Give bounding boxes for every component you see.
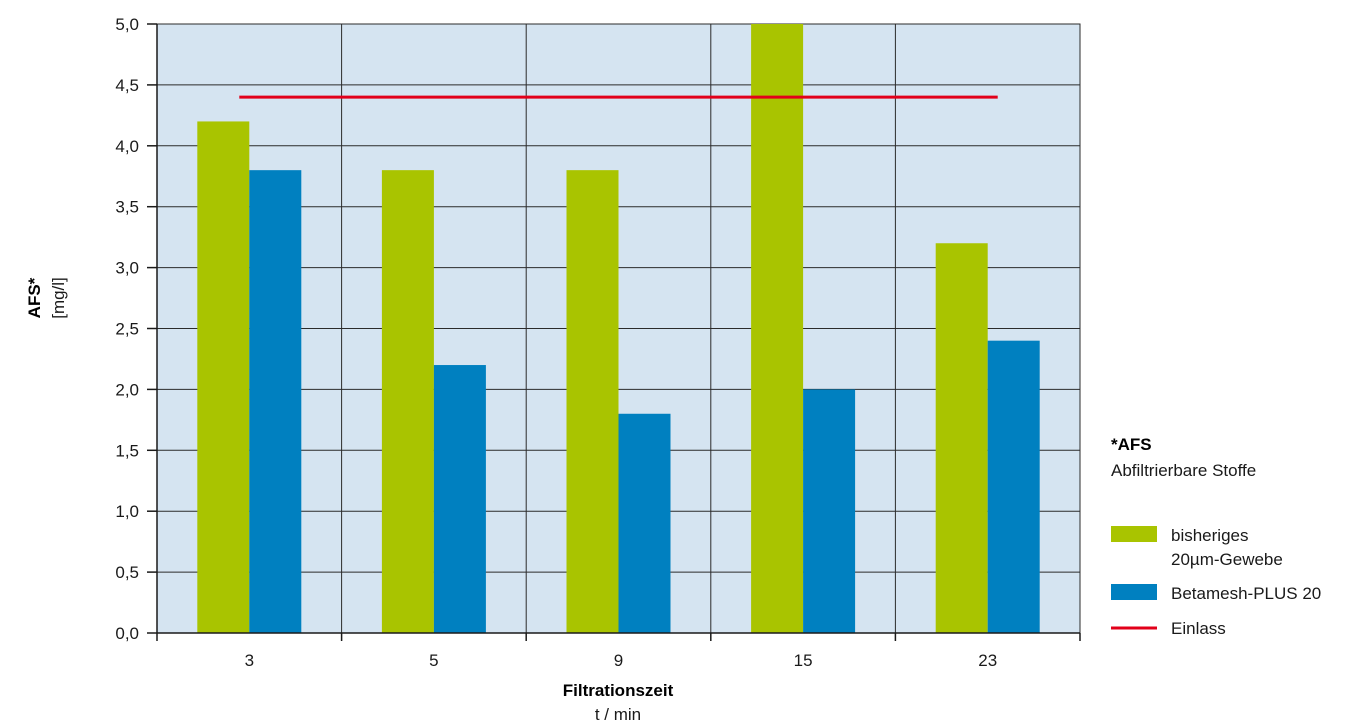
legend-label-einlass: Einlass — [1171, 619, 1226, 638]
legend-label-betamesh: Betamesh-PLUS 20 — [1171, 584, 1321, 603]
x-tick-label: 9 — [614, 651, 623, 670]
y-tick-label: 5,0 — [115, 15, 139, 34]
y-axis-title-group: AFS* [mg/l] — [25, 277, 68, 319]
y-tick-labels: 0,0 0,5 1,0 1,5 2,0 2,5 3,0 3,5 4,0 4,5 5,0 — [115, 15, 139, 643]
y-tick-label: 2,0 — [115, 380, 139, 399]
bar-bisheriges-3 — [197, 121, 250, 633]
legend-label-bisheriges: bisheriges — [1171, 526, 1249, 545]
y-tick-label: 2,5 — [115, 320, 139, 339]
x-tick-label: 23 — [978, 651, 997, 670]
y-tick-label: 3,0 — [115, 259, 139, 278]
y-tick-label: 3,5 — [115, 198, 139, 217]
bar-bisheriges-9 — [566, 170, 619, 633]
y-axis-title: AFS* — [25, 277, 44, 318]
bar-betamesh-15 — [803, 389, 856, 633]
bars — [197, 24, 1040, 634]
y-axis-unit: [mg/l] — [49, 277, 68, 319]
x-tick-label: 15 — [794, 651, 813, 670]
bar-bisheriges-15 — [751, 24, 804, 633]
y-tick-label: 0,5 — [115, 563, 139, 582]
y-tick-label: 0,0 — [115, 624, 139, 643]
y-tick-label: 1,5 — [115, 441, 139, 460]
y-tick-label: 1,0 — [115, 502, 139, 521]
y-tick-label: 4,5 — [115, 76, 139, 95]
legend: bisheriges 20µm-Gewebe Betamesh-PLUS 20 Ein… — [1111, 526, 1321, 638]
bar-betamesh-23 — [987, 340, 1040, 633]
x-axis-unit: t / min — [595, 705, 641, 724]
bar-betamesh-5 — [433, 365, 486, 633]
x-tick-label: 5 — [429, 651, 438, 670]
legend-label-bisheriges: 20µm-Gewebe — [1171, 550, 1283, 569]
x-axis-title: Filtrationszeit — [563, 681, 674, 700]
bar-betamesh-3 — [249, 170, 302, 633]
x-tick-label: 3 — [245, 651, 254, 670]
y-tick-label: 4,0 — [115, 137, 139, 156]
axes — [147, 23, 1081, 641]
legend-swatch-betamesh — [1111, 584, 1157, 600]
x-tick-labels: 3 5 9 15 23 — [245, 651, 998, 670]
bar-bisheriges-23 — [935, 243, 988, 634]
footnote-heading: *AFS — [1111, 435, 1152, 454]
legend-swatch-bisheriges — [1111, 526, 1157, 542]
bar-betamesh-9 — [618, 413, 671, 633]
bar-bisheriges-5 — [381, 170, 434, 633]
footnote-text: Abfiltrierbare Stoffe — [1111, 461, 1256, 480]
